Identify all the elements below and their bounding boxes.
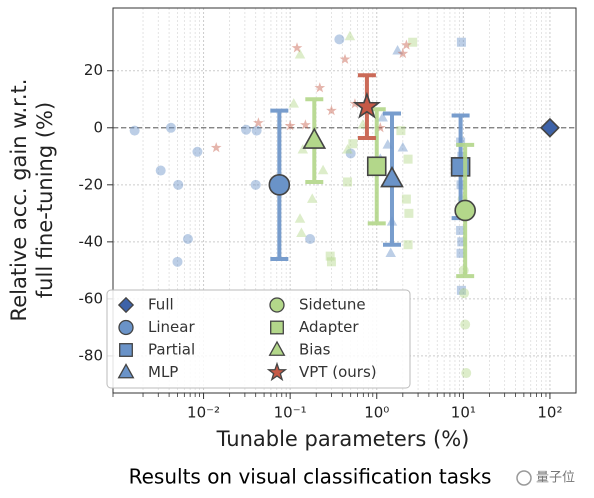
point [403,154,413,164]
point [461,368,472,379]
legend-label: VPT (ours) [299,363,377,381]
point [317,164,329,175]
point [182,234,193,244]
x-axis-label: Tunable parameters (%) [216,427,470,451]
legend-label: MLP [148,363,178,381]
watermark-icon [516,470,532,486]
legend-label: Sidetune [299,296,366,314]
point [401,39,412,50]
point [305,234,316,244]
mean-marker [540,117,560,138]
y-tick-label: -60 [79,289,104,307]
legend-marker [117,296,135,314]
y-tick-label: 20 [84,61,103,79]
point [294,49,306,59]
caption: Results on visual classification tasks [129,465,492,489]
point [404,208,414,218]
point [253,117,264,128]
legend-label: Linear [148,318,195,336]
point [397,141,409,152]
point [403,240,413,250]
point [284,120,296,131]
point [456,285,466,295]
point [408,37,418,47]
x-tick-label: 10² [537,404,562,422]
y-axis-label: Relative acc. gain w.r.t. [7,79,31,322]
point [344,30,356,41]
point [210,142,222,153]
point [251,125,262,136]
mean-marker [366,156,387,177]
point [172,256,183,267]
point [307,193,318,203]
legend-label: Bias [299,341,331,359]
point [397,48,409,59]
legend-marker [266,361,288,382]
mean-marker [352,91,382,119]
mean-marker [302,127,327,149]
point [339,53,351,64]
point [291,42,303,53]
legend-marker [268,340,286,356]
point [377,112,388,122]
point [342,143,353,154]
point [460,319,471,330]
mean-marker [380,165,404,188]
y-tick-label: -40 [79,232,104,250]
point [334,34,345,45]
y-tick-label: 0 [93,118,103,136]
legend-marker [118,319,134,336]
watermark: 量子位 [536,471,575,486]
y-axis-label: full fine-tuning (%) [33,102,57,298]
point [325,251,335,261]
legend-marker [119,343,133,357]
plot-frame [112,7,577,394]
point [294,213,306,223]
point [300,119,311,130]
legend-label: Adapter [299,318,359,336]
y-tick-label: -80 [79,346,104,364]
point [326,257,336,267]
point [296,227,307,238]
point [456,225,466,235]
point [250,179,261,190]
point [241,124,252,135]
point [385,247,396,258]
point [401,194,411,204]
point [392,45,403,55]
point [129,125,140,136]
legend-label: Full [148,296,174,314]
legend-marker [117,363,135,379]
point [343,177,353,187]
legend-marker [269,297,285,313]
point [456,37,466,47]
point [165,122,176,133]
point [348,139,358,149]
point [155,165,166,176]
x-tick-label: 10⁰ [364,404,389,422]
legend-label: Partial [148,341,195,359]
mean-marker [454,199,476,222]
point [192,146,203,157]
point [396,126,406,136]
point [345,148,356,159]
point [326,105,337,116]
point [288,98,299,108]
x-tick-label: 10⁻¹ [274,404,307,422]
y-tick-label: -20 [79,175,104,193]
point [459,288,470,299]
legend-marker [270,320,284,335]
legend-box [106,289,411,389]
point [456,248,466,258]
point [457,237,467,247]
point [374,122,386,133]
x-tick-label: 10⁻² [187,404,220,422]
mean-marker [268,174,291,196]
point [314,82,326,93]
point [173,179,184,190]
x-tick-label: 10¹ [451,404,476,422]
